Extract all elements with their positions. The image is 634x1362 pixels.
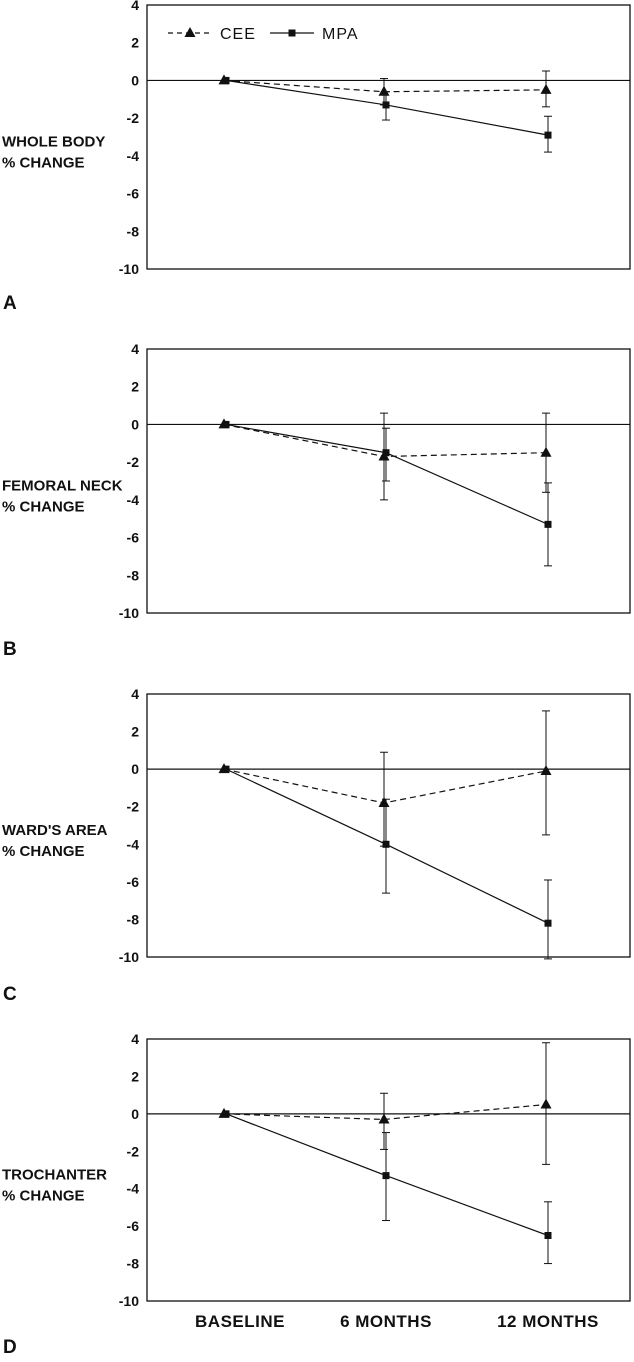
y-tick-label: -10 [119,949,139,965]
series-cee [218,710,552,847]
data-point-mpa [382,101,390,109]
series-mpa [222,420,552,567]
panel-letter: A [3,293,17,314]
data-point-mpa [544,520,552,528]
y-tick-label: 4 [131,341,139,357]
y-tick-label: -8 [127,223,140,239]
x-tick-label: 12 MONTHS [497,1312,599,1331]
legend-marker-triangle [184,27,196,37]
series-line-cee [223,768,547,804]
y-tick-label: -4 [127,1181,140,1197]
series-cee [218,1042,552,1165]
series-mpa [222,76,552,153]
y-tick-label: -10 [119,605,139,621]
panel-letter: B [3,639,17,660]
data-point-cee [378,85,390,96]
x-tick-label: BASELINE [195,1312,285,1331]
y-tick-label: 4 [131,686,139,702]
y-tick-label: -8 [127,567,140,583]
data-point-cee [378,1113,390,1124]
y-axis-label: FEMORAL NECK [2,477,123,494]
y-axis-label: % CHANGE [2,843,85,860]
data-point-cee [378,796,390,807]
data-point-mpa [222,765,230,773]
series-mpa [222,1110,552,1265]
y-axis-label: % CHANGE [2,154,85,171]
y-axis-label: TROCHANTER [2,1166,107,1183]
panel-c: 4 2 0 -2 -4 -6 -8 -10 WARD'S AREA % CHANGE C [2,686,631,1005]
y-tick-label: -4 [127,148,140,164]
series-line-mpa [225,423,549,525]
y-tick-label: 0 [131,1106,139,1122]
y-tick-label: -4 [127,836,140,852]
panel-d: 4 2 0 -2 -4 -6 -8 -10 TROCHANTER % CHANGE D BASELIN… [2,1031,631,1358]
y-tick-label: 2 [131,35,139,51]
plot-frame [146,1038,631,1302]
plot-frame [146,693,631,958]
y-tick-label: 2 [131,379,139,395]
data-point-cee [540,765,552,776]
y-axis-label: WHOLE BODY [2,133,105,150]
data-point-mpa [544,919,552,927]
data-point-mpa [382,840,390,848]
legend-label-mpa: MPA [322,26,358,43]
legend: CEE MPA [168,26,358,43]
y-tick-label: -10 [119,261,139,277]
data-point-mpa [222,76,230,84]
data-point-mpa [382,1172,390,1180]
y-tick-label: -8 [127,911,140,927]
plot-frame [146,4,631,270]
data-point-cee [540,446,552,457]
data-point-cee [540,1098,552,1109]
y-tick-label: -10 [119,1293,139,1309]
y-tick-label: -6 [127,530,140,546]
y-tick-label: -2 [127,110,140,126]
y-tick-label: 0 [131,72,139,88]
y-axis-label: % CHANGE [2,1187,85,1204]
y-tick-label: -6 [127,1218,140,1234]
y-tick-label: 2 [131,1068,139,1084]
data-point-mpa [544,1232,552,1239]
y-axis-label: WARD'S AREA [2,822,108,839]
y-tick-label: -8 [127,1256,140,1272]
legend-marker-square [288,29,296,37]
y-tick-label: -2 [127,799,140,815]
series-mpa [222,765,552,960]
y-tick-label: 4 [131,0,139,13]
y-tick-label: -4 [127,492,140,508]
y-tick-label: 2 [131,724,139,740]
y-tick-label: -2 [127,1143,140,1159]
y-tick-label: -6 [127,186,140,202]
panel-letter: D [3,1337,17,1358]
panel-letter: C [3,984,17,1005]
data-point-mpa [544,131,552,139]
data-point-cee [540,83,552,94]
data-point-mpa [222,1110,230,1118]
plot-frame [146,348,631,614]
panel-b: 4 2 0 -2 -4 -6 -8 -10 FEMORAL NECK % CHANGE B [2,341,631,660]
data-point-mpa [382,449,390,457]
y-axis-label: % CHANGE [2,498,85,515]
panel-a: 4 2 0 -2 -4 -6 -8 -10 WHOLE BODY % CHANGE A CEE MPA [2,0,631,314]
data-point-mpa [222,420,230,428]
legend-label-cee: CEE [220,26,256,43]
y-tick-label: 4 [131,1031,139,1047]
y-tick-label: -2 [127,454,140,470]
series-cee [218,412,552,501]
y-tick-label: -6 [127,874,140,890]
x-tick-label: 6 MONTHS [340,1312,432,1331]
y-tick-label: 0 [131,761,139,777]
y-tick-label: 0 [131,416,139,432]
